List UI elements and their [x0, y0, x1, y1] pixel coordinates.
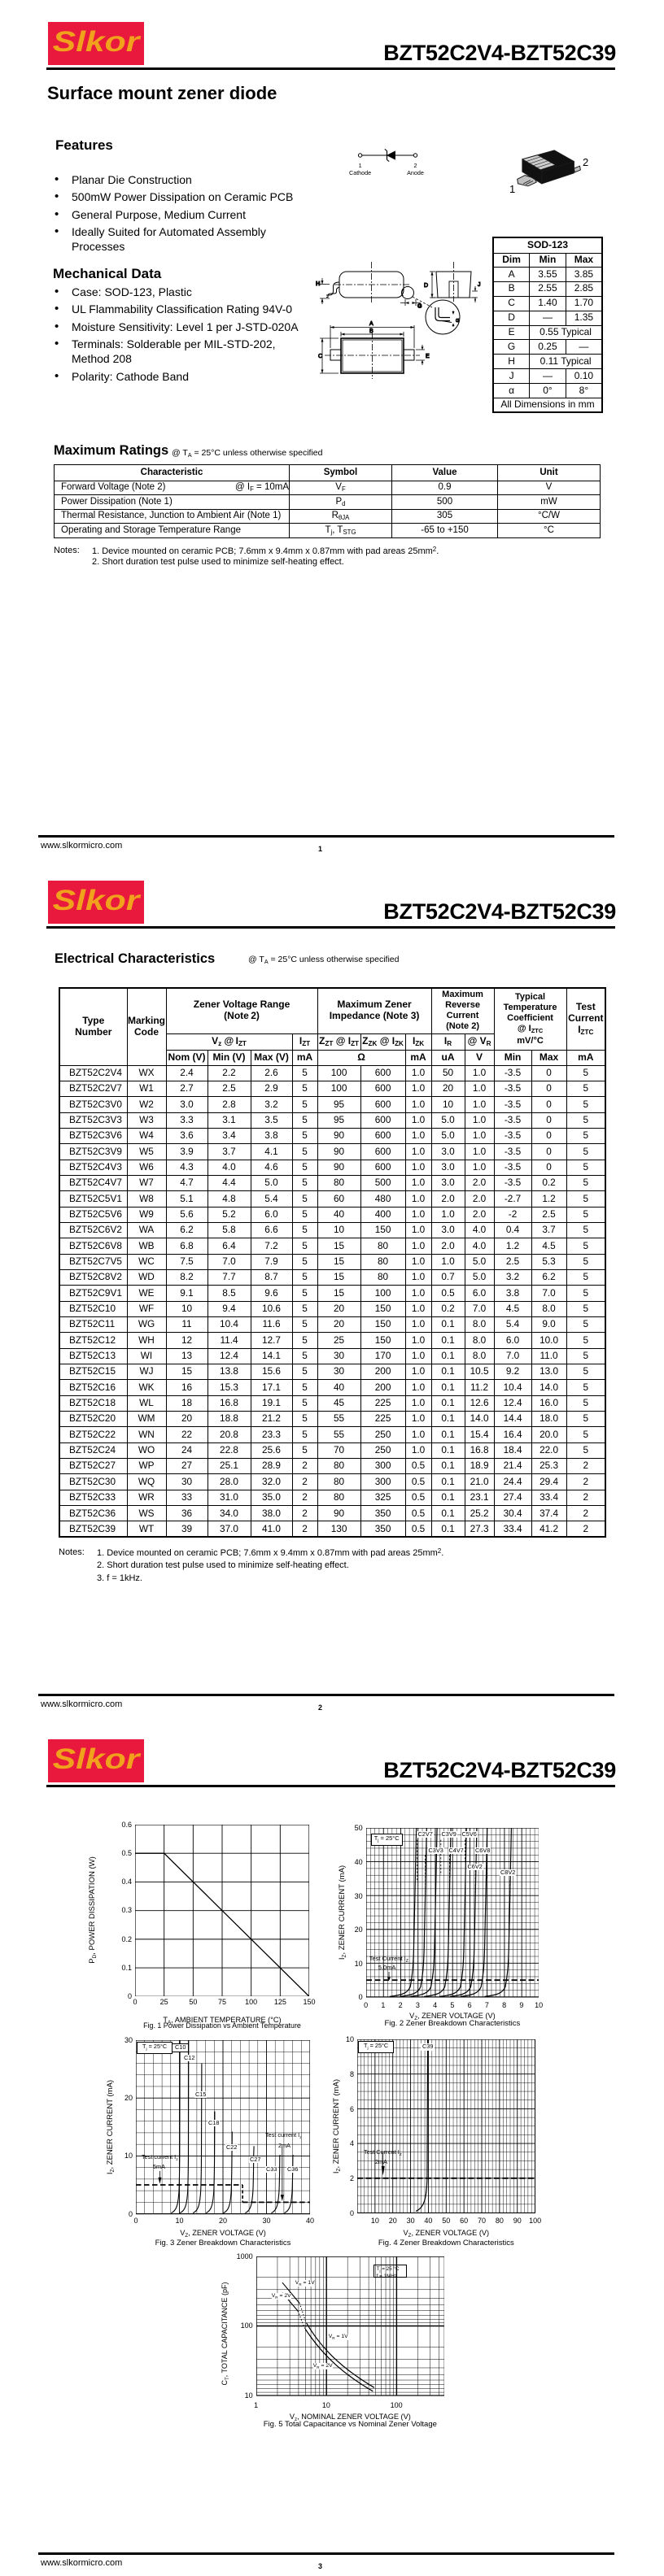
svg-text:G: G: [417, 304, 422, 310]
svg-text:D: D: [424, 283, 428, 289]
svg-text:H: H: [316, 280, 320, 287]
svg-text:1: 1: [359, 162, 362, 169]
svg-text:E: E: [426, 354, 430, 359]
svg-text:Anode: Anode: [407, 169, 424, 176]
svg-text:1: 1: [509, 183, 515, 195]
svg-text:B: B: [369, 329, 374, 334]
svg-text:A: A: [369, 321, 374, 327]
svg-text:2: 2: [414, 162, 417, 169]
svg-text:C: C: [318, 354, 322, 359]
svg-text:J: J: [478, 282, 481, 288]
svg-text:Cathode: Cathode: [349, 169, 371, 176]
svg-text:2: 2: [583, 156, 588, 168]
svg-text:α: α: [456, 318, 459, 324]
